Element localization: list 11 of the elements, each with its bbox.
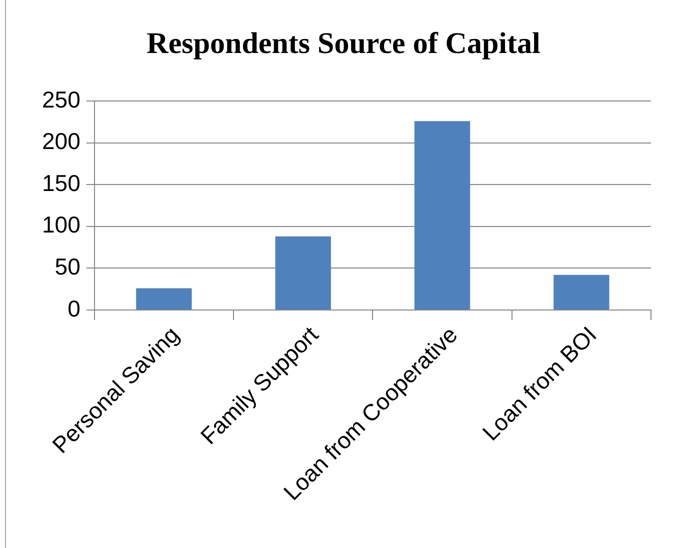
y-tick-label: 0 <box>68 295 80 322</box>
y-tick-label: 250 <box>42 86 80 112</box>
y-tick-label: 50 <box>54 254 80 280</box>
bar <box>136 288 192 310</box>
y-tick-label: 100 <box>42 212 80 238</box>
bar <box>275 236 331 310</box>
bar <box>414 121 470 310</box>
chart-title: Respondents Source of Capital <box>146 26 540 60</box>
y-tick-label: 200 <box>42 128 80 154</box>
y-tick-label: 150 <box>42 170 80 196</box>
bar <box>554 274 610 310</box>
